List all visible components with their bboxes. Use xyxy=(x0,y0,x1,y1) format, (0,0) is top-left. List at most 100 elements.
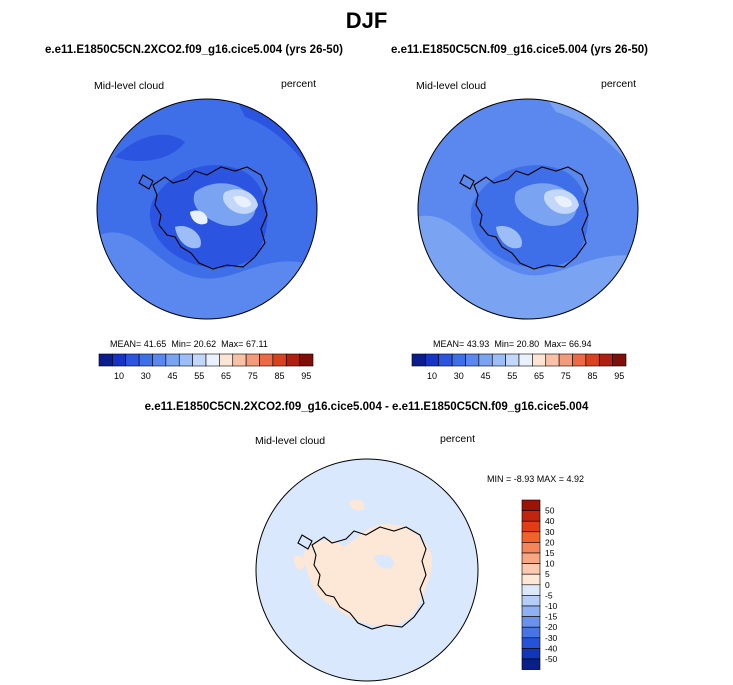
colorbar-box xyxy=(285,353,300,367)
map-border xyxy=(255,458,479,682)
colorbar-box xyxy=(152,353,167,367)
difference-title: e.e11.E1850C5CN.2XCO2.f09_g16.cice5.004 … xyxy=(144,401,589,413)
variable-label-left: Mid-level cloud xyxy=(94,80,165,92)
colorbar-box xyxy=(451,353,466,367)
colorbar-tick-label: -15 xyxy=(545,612,558,622)
positive-anomaly xyxy=(294,555,305,570)
stats-right: MEAN= 43.93 Min= 20.80 Max= 66.94 xyxy=(433,339,592,349)
colorbar-tick-label: 75 xyxy=(248,371,258,381)
colorbar-tick-label: 30 xyxy=(545,527,555,537)
map-border xyxy=(96,98,318,320)
colorbar-tick-label: 30 xyxy=(141,371,151,381)
colorbar-box xyxy=(232,353,247,367)
variable-label-right: Mid-level cloud xyxy=(416,80,487,92)
units-label-right: percent xyxy=(601,78,637,90)
colorbar-box xyxy=(518,353,533,367)
variable-label-diff: Mid-level cloud xyxy=(255,435,326,447)
colorbar-box xyxy=(521,552,541,564)
colorbar-tick-label: 95 xyxy=(614,371,624,381)
cloud-band xyxy=(175,226,201,249)
colorbar-box xyxy=(521,595,541,607)
colorbar-box xyxy=(521,648,541,660)
colorbar-box xyxy=(572,353,587,367)
panel-case-title-right: e.e11.E1850C5CN.f09_g16.cice5.004 (yrs 2… xyxy=(391,44,649,56)
colorbar-box xyxy=(98,353,113,367)
colorbar-box xyxy=(165,353,180,367)
colorbar-box xyxy=(505,353,520,367)
cloud-band xyxy=(97,232,317,319)
page-title: DJF xyxy=(345,8,388,33)
colorbar-box xyxy=(521,605,541,617)
colorbar-box xyxy=(521,542,541,554)
colorbar-tick-label: 65 xyxy=(221,371,231,381)
colorbar-box xyxy=(521,584,541,596)
colorbar-tick-label: 75 xyxy=(561,371,571,381)
colorbar-box xyxy=(521,563,541,575)
coastline xyxy=(459,166,589,270)
colorbar-box xyxy=(521,658,541,670)
colorbar-tick-label: 50 xyxy=(545,506,555,516)
colorbar-tick-label: 55 xyxy=(194,371,204,381)
colorbar-box xyxy=(521,531,541,543)
panel-case-title-left: e.e11.E1850C5CN.2XCO2.f09_g16.cice5.004 … xyxy=(45,44,343,56)
colorbar-tick-label: 20 xyxy=(545,537,555,547)
negative-anomaly xyxy=(374,554,394,569)
coastline xyxy=(297,526,427,630)
stats-left: MEAN= 41.65 Min= 20.62 Max= 67.11 xyxy=(110,339,268,349)
colorbar-tick-label: 10 xyxy=(114,371,124,381)
colorbar-box xyxy=(521,510,541,522)
units-label-diff: percent xyxy=(440,433,476,445)
colorbar-box xyxy=(532,353,547,367)
positive-anomaly xyxy=(349,499,365,511)
colorbar-box xyxy=(558,353,573,367)
colorbar-box xyxy=(425,353,440,367)
colorbar-tick-label: -10 xyxy=(545,601,558,611)
map-border xyxy=(417,98,639,320)
colorbar-box xyxy=(521,520,541,533)
colorbar-tick-label: -40 xyxy=(545,643,558,653)
colorbar-left: 10 30 45 55 65 75 85 95 xyxy=(98,353,314,381)
colorbar-box xyxy=(299,353,314,367)
colorbar-box xyxy=(545,353,560,367)
colorbar-box xyxy=(521,616,541,628)
map-left xyxy=(96,98,318,320)
units-label-left: percent xyxy=(281,78,317,90)
cloud-band xyxy=(554,196,572,208)
map-difference xyxy=(255,458,479,682)
cloud-band xyxy=(233,196,251,208)
colorbar-box xyxy=(585,353,600,367)
colorbar-tick-label: 40 xyxy=(545,516,555,526)
colorbar-tick-label: 85 xyxy=(588,371,598,381)
colorbar-box xyxy=(192,353,207,367)
cloud-band xyxy=(418,215,638,319)
colorbar-tick-label: 5 xyxy=(545,569,550,579)
colorbar-box xyxy=(491,353,506,367)
colorbar-box xyxy=(138,353,153,367)
colorbar-box xyxy=(272,353,287,367)
colorbar-box xyxy=(178,353,193,367)
colorbar-tick-label: 10 xyxy=(545,559,555,569)
colorbar-box xyxy=(521,573,541,586)
colorbar-box xyxy=(112,353,127,367)
colorbar-box xyxy=(259,353,274,367)
colorbar-tick-label: 45 xyxy=(481,371,491,381)
colorbar-tick-label: 10 xyxy=(427,371,437,381)
colorbar-box xyxy=(438,353,453,367)
colorbar-box xyxy=(612,353,627,367)
colorbar-tick-label: 65 xyxy=(534,371,544,381)
colorbar-tick-label: 30 xyxy=(454,371,464,381)
colorbar-tick-label: 95 xyxy=(301,371,311,381)
colorbar-tick-label: -5 xyxy=(545,590,553,600)
colorbar-box xyxy=(521,626,541,639)
colorbar-right: 10 30 45 55 65 75 85 95 xyxy=(411,353,627,381)
colorbar-tick-label: 0 xyxy=(545,580,550,590)
colorbar-box xyxy=(521,499,541,511)
colorbar-box xyxy=(205,353,220,367)
colorbar-tick-label: 45 xyxy=(168,371,178,381)
colorbar-box xyxy=(598,353,613,367)
colorbar-box xyxy=(478,353,493,367)
cloud-band xyxy=(496,226,522,249)
cloud-band xyxy=(190,210,208,225)
colorbar-tick-label: 15 xyxy=(545,548,555,558)
cloud-band xyxy=(115,134,185,162)
